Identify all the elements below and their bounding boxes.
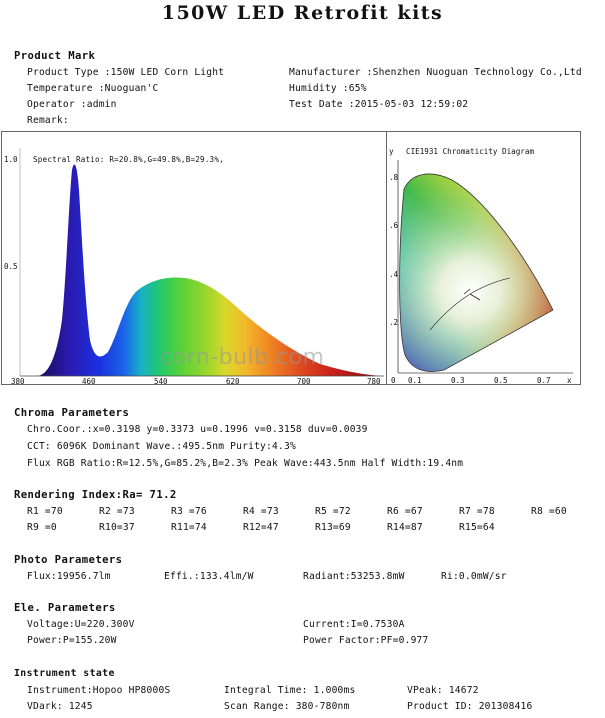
rendering-value: R9 =0 xyxy=(27,522,57,533)
cie-y-tick: .4 xyxy=(389,270,399,279)
chroma-flux-ratio: Flux RGB Ratio:R=12.5%,G=85.2%,B=2.3% Pe… xyxy=(27,458,464,469)
instrument-heading: Instrument state xyxy=(14,668,115,679)
cie-x-tick: 0.5 xyxy=(494,376,508,385)
rendering-value: R4 =73 xyxy=(243,506,279,517)
spectrum-x-tick: 780 xyxy=(367,377,381,386)
rendering-value: R7 =78 xyxy=(459,506,495,517)
operator: Operator :admin xyxy=(27,99,117,110)
spectrum-x-tick: 700 xyxy=(297,377,311,386)
cie-x-tick: 0 xyxy=(391,376,396,385)
product-id: Product ID: 201308416 xyxy=(407,701,533,712)
rendering-value: R10=37 xyxy=(99,522,135,533)
page-title: 150W LED Retrofit kits xyxy=(161,2,444,24)
scan-range: Scan Range: 380-780nm xyxy=(224,701,350,712)
planckian-locus xyxy=(429,277,511,331)
vdark: VDark: 1245 xyxy=(27,701,93,712)
rendering-value: R11=74 xyxy=(171,522,207,533)
ele-power-factor: Power Factor:PF=0.977 xyxy=(303,635,429,646)
spectrum-x-tick: 380 xyxy=(11,377,25,386)
rendering-value: R12=47 xyxy=(243,522,279,533)
cie-y-tick: .2 xyxy=(389,318,399,327)
rendering-value: R14=87 xyxy=(387,522,423,533)
spectrum-x-tick: 460 xyxy=(82,377,96,386)
instrument-name: Instrument:Hopoo HP8000S xyxy=(27,685,171,696)
product-mark-heading: Product Mark xyxy=(14,50,96,62)
spectrum-x-tick: 620 xyxy=(226,377,240,386)
rendering-value: R15=64 xyxy=(459,522,495,533)
manufacturer: Manufacturer :Shenzhen Nuoguan Technolog… xyxy=(289,67,582,78)
cie-x-axis-label: x xyxy=(567,376,572,385)
vpeak: VPeak: 14672 xyxy=(407,685,479,696)
photo-flux: Flux:19956.7lm xyxy=(27,571,111,582)
spectrum-curve xyxy=(38,164,380,376)
ele-heading: Ele. Parameters xyxy=(14,602,116,614)
spectrum-x-tick: 540 xyxy=(154,377,168,386)
chroma-heading: Chroma Parameters xyxy=(14,407,130,419)
photo-radiant: Radiant:53253.8mW xyxy=(303,571,405,582)
integral-time: Integral Time: 1.000ms xyxy=(224,685,356,696)
measure-marker xyxy=(469,293,481,301)
cie-x-tick: 0.1 xyxy=(408,376,422,385)
ele-voltage: Voltage:U=220.300V xyxy=(27,619,135,630)
photo-ri: Ri:0.0mW/sr xyxy=(441,571,507,582)
product-type: Product Type :150W LED Corn Light xyxy=(27,67,225,78)
photo-efficiency: Effi.:133.4lm/W xyxy=(164,571,254,582)
rendering-heading: Rendering Index:Ra= 71.2 xyxy=(14,489,177,501)
chroma-cct: CCT: 6096K Dominant Wave.:495.5nm Purity… xyxy=(27,441,296,452)
rendering-value: R1 =70 xyxy=(27,506,63,517)
ele-current: Current:I=0.7530A xyxy=(303,619,405,630)
spectral-ratio: Spectral Ratio: R=20.8%,G=49.8%,B=29.3%, xyxy=(33,155,224,164)
watermark: corn-bulb.com xyxy=(160,345,325,370)
cie-y-axis-label: y xyxy=(389,147,394,156)
rendering-value: R3 =76 xyxy=(171,506,207,517)
rendering-value: R8 =60 xyxy=(531,506,567,517)
temperature: Temperature :Nuoguan'C xyxy=(27,83,159,94)
humidity: Humidity :65% xyxy=(289,83,367,94)
remark: Remark: xyxy=(27,115,69,126)
cie-y-tick: .8 xyxy=(389,173,399,182)
test-date: Test Date :2015-05-03 12:59:02 xyxy=(289,99,469,110)
chroma-coordinates: Chro.Coor.:x=0.3198 y=0.3373 u=0.1996 v=… xyxy=(27,424,368,435)
cie-y-tick: .6 xyxy=(389,221,399,230)
rendering-value: R6 =67 xyxy=(387,506,423,517)
cie-diagram-frame xyxy=(386,131,581,385)
rendering-value: R13=69 xyxy=(315,522,351,533)
rendering-value: R5 =72 xyxy=(315,506,351,517)
rendering-value: R2 =73 xyxy=(99,506,135,517)
cie-x-tick: 0.3 xyxy=(451,376,465,385)
photo-heading: Photo Parameters xyxy=(14,554,123,566)
spectrum-y-tick: 0.5 xyxy=(4,262,18,271)
spectrum-y-tick: 1.0 xyxy=(4,155,18,164)
ele-power: Power:P=155.20W xyxy=(27,635,117,646)
cie-x-tick: 0.7 xyxy=(537,376,551,385)
cie-title: CIE1931 Chromaticity Diagram xyxy=(406,147,535,156)
